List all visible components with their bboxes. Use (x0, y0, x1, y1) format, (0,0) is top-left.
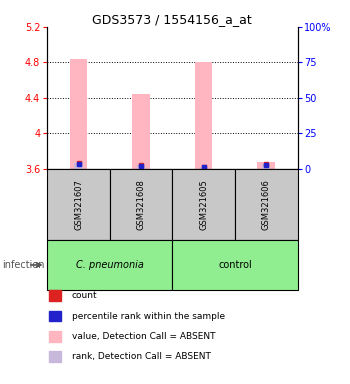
Bar (110, 169, 172, 240)
Bar (235, 169, 298, 240)
Bar (47, 240, 172, 290)
Text: GSM321608: GSM321608 (136, 179, 146, 230)
Title: GDS3573 / 1554156_a_at: GDS3573 / 1554156_a_at (92, 13, 252, 26)
Bar (70, 59, 87, 169)
Bar (172, 169, 235, 240)
Text: control: control (218, 260, 252, 270)
Text: rank, Detection Call = ABSENT: rank, Detection Call = ABSENT (72, 352, 211, 361)
Text: GSM321605: GSM321605 (199, 179, 208, 230)
Bar (195, 63, 212, 169)
Bar (262, 164, 270, 169)
Bar (172, 240, 298, 290)
Bar (258, 162, 275, 169)
Text: GSM321607: GSM321607 (74, 179, 83, 230)
Bar (199, 167, 208, 169)
Bar (132, 94, 150, 169)
Text: percentile rank within the sample: percentile rank within the sample (72, 311, 225, 321)
Text: value, Detection Call = ABSENT: value, Detection Call = ABSENT (72, 332, 215, 341)
Text: GSM321606: GSM321606 (262, 179, 271, 230)
Bar (137, 165, 145, 169)
Bar (75, 163, 83, 169)
Text: C. pneumonia: C. pneumonia (76, 260, 144, 270)
Text: count: count (72, 291, 97, 300)
Text: infection: infection (2, 260, 44, 270)
Bar (47, 169, 110, 240)
